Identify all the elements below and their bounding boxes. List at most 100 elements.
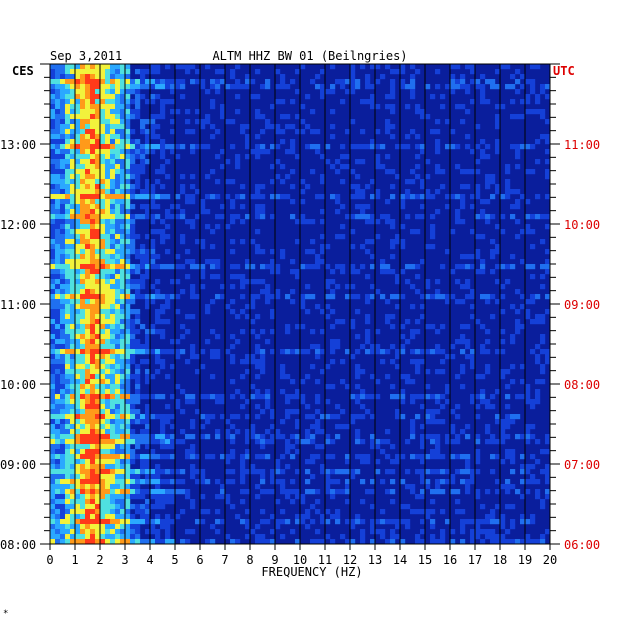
heatmap-cell	[115, 159, 121, 165]
heatmap-cell	[125, 489, 131, 495]
heatmap-cell	[400, 194, 406, 200]
heatmap-cell	[300, 294, 306, 300]
heatmap-cell	[60, 114, 66, 120]
heatmap-cell	[90, 379, 96, 385]
heatmap-cell	[295, 419, 301, 425]
heatmap-cell	[145, 189, 151, 195]
heatmap-cell	[400, 334, 406, 340]
heatmap-cell	[505, 424, 511, 430]
heatmap-cell	[505, 504, 511, 510]
heatmap-cell	[225, 159, 231, 165]
heatmap-cell	[420, 359, 426, 365]
heatmap-cell	[470, 229, 476, 235]
heatmap-cell	[75, 154, 81, 160]
heatmap-cell	[395, 409, 401, 415]
heatmap-cell	[140, 74, 146, 80]
heatmap-cell	[90, 139, 96, 145]
heatmap-cell	[95, 84, 101, 90]
heatmap-cell	[50, 99, 56, 105]
heatmap-cell	[475, 404, 481, 410]
heatmap-cell	[320, 84, 326, 90]
heatmap-cell	[230, 284, 236, 290]
x-tick-label: 14	[393, 553, 407, 567]
heatmap-cell	[110, 304, 116, 310]
heatmap-cell	[90, 349, 96, 355]
heatmap-cell	[60, 244, 66, 250]
heatmap-cell	[485, 99, 491, 105]
heatmap-cell	[475, 414, 481, 420]
heatmap-cell	[110, 359, 116, 365]
heatmap-cell	[480, 529, 486, 535]
heatmap-cell	[160, 479, 166, 485]
heatmap-cell	[60, 269, 66, 275]
heatmap-cell	[115, 489, 121, 495]
heatmap-cell	[495, 414, 501, 420]
heatmap-cell	[115, 384, 121, 390]
heatmap-cell	[170, 119, 176, 125]
x-tick-label: 13	[368, 553, 382, 567]
heatmap-cell	[525, 519, 531, 525]
heatmap-cell	[75, 389, 81, 395]
heatmap-cell	[275, 69, 281, 75]
heatmap-cell	[140, 344, 146, 350]
heatmap-cell	[120, 539, 126, 545]
heatmap-cell	[80, 474, 86, 480]
heatmap-cell	[225, 534, 231, 540]
heatmap-cell	[320, 309, 326, 315]
heatmap-cell	[305, 284, 311, 290]
heatmap-cell	[110, 64, 116, 70]
heatmap-cell	[120, 274, 126, 280]
heatmap-cell	[310, 344, 316, 350]
heatmap-cell	[100, 354, 106, 360]
heatmap-cell	[460, 74, 466, 80]
heatmap-cell	[130, 334, 136, 340]
heatmap-cell	[140, 464, 146, 470]
heatmap-cell	[155, 434, 161, 440]
heatmap-cell	[125, 74, 131, 80]
heatmap-cell	[130, 419, 136, 425]
heatmap-cell	[300, 304, 306, 310]
heatmap-cell	[70, 344, 76, 350]
heatmap-cell	[430, 294, 436, 300]
heatmap-cell	[100, 209, 106, 215]
heatmap-cell	[370, 99, 376, 105]
heatmap-cell	[345, 539, 351, 545]
heatmap-cell	[90, 114, 96, 120]
heatmap-cell	[415, 274, 421, 280]
heatmap-cell	[425, 419, 431, 425]
heatmap-cell	[80, 154, 86, 160]
heatmap-cell	[140, 214, 146, 220]
heatmap-cell	[185, 259, 191, 265]
heatmap-cell	[320, 349, 326, 355]
heatmap-cell	[535, 539, 541, 545]
heatmap-cell	[55, 429, 61, 435]
heatmap-cell	[80, 324, 86, 330]
heatmap-cell	[465, 144, 471, 150]
heatmap-cell	[245, 144, 251, 150]
heatmap-cell	[175, 354, 181, 360]
heatmap-cell	[115, 414, 121, 420]
heatmap-cell	[380, 164, 386, 170]
heatmap-cell	[70, 499, 76, 505]
heatmap-cell	[180, 189, 186, 195]
heatmap-cell	[55, 529, 61, 535]
heatmap-cell	[240, 499, 246, 505]
heatmap-cell	[300, 394, 306, 400]
heatmap-cell	[75, 319, 81, 325]
heatmap-cell	[65, 349, 71, 355]
heatmap-cell	[420, 434, 426, 440]
heatmap-cell	[255, 134, 261, 140]
heatmap-cell	[100, 229, 106, 235]
heatmap-cell	[475, 439, 481, 445]
heatmap-cell	[405, 469, 411, 475]
heatmap-cell	[80, 359, 86, 365]
heatmap-cell	[130, 284, 136, 290]
heatmap-cell	[95, 74, 101, 80]
heatmap-cell	[380, 509, 386, 515]
heatmap-cell	[115, 199, 121, 205]
heatmap-cell	[65, 449, 71, 455]
heatmap-cell	[290, 149, 296, 155]
heatmap-cell	[50, 229, 56, 235]
heatmap-cell	[540, 499, 546, 505]
heatmap-cell	[185, 109, 191, 115]
